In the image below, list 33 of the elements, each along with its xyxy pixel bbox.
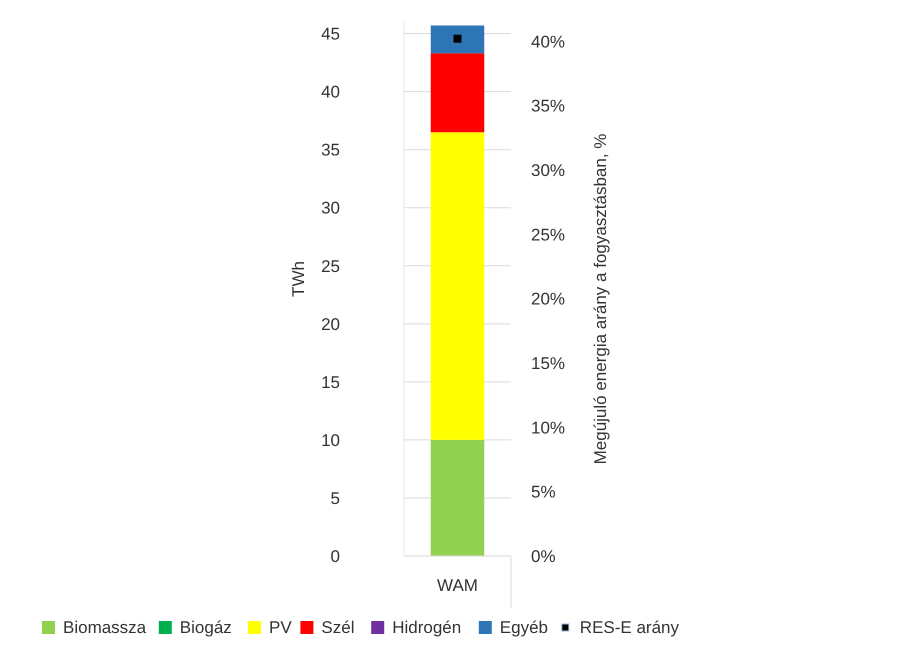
y2-axis-title: Megújuló energia arány a fogyasztásban, % [591,134,610,464]
y2-tick-label: 0% [531,547,556,566]
legend-label: RES-E arány [580,618,680,637]
bar [430,132,484,440]
y2-tick-label: 20% [531,290,566,309]
y2-tick-label: 35% [531,96,566,116]
y-tick-label: 40 [321,82,340,102]
legend-label: Szél [321,618,354,637]
y-tick-label: 35 [321,140,340,160]
y-tick-label: 10 [321,430,340,450]
y2-tick-label: 30% [531,160,566,180]
y-tick-label: 5 [330,488,340,508]
y2-tick-label: 15% [531,354,566,373]
y2-tick-label: 25% [531,225,566,244]
legend-label: Egyéb [500,618,548,637]
y2-tick-label: 5% [531,482,556,502]
legend-label: Biomassza [63,618,147,637]
y-tick-label: 25 [321,256,340,276]
bar [430,440,484,556]
x-tick-label: WAM [437,576,478,595]
y-axis-title: TWh [289,261,308,297]
y2-tick-label: 10% [531,418,566,438]
y-tick-label: 30 [321,198,340,218]
y2-tick-label: 40% [531,32,566,52]
y-tick-label: 15 [321,372,340,392]
bar [430,25,484,54]
bar [430,53,484,132]
legend-label: Biogáz [180,618,232,637]
y-tick-label: 20 [321,314,340,334]
y-tick-label: 0 [330,547,340,566]
y-tick-label: 45 [321,24,340,44]
legend-label: Hidrogén [392,618,462,637]
legend-label: PV [269,618,292,637]
